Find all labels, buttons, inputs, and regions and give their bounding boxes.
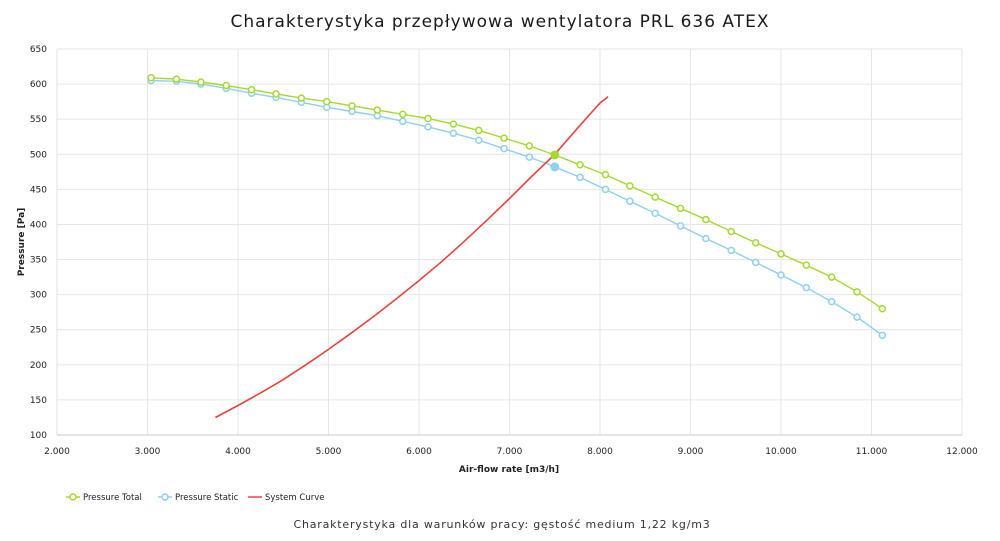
pressure-total-point[interactable] [172, 75, 181, 83]
pressure-total-point[interactable] [247, 85, 256, 94]
pressure-static-point[interactable] [424, 123, 432, 131]
pressure-total-point[interactable] [348, 102, 356, 110]
pressure-total-point[interactable] [449, 120, 458, 128]
x-tick-label: 12.000 [946, 447, 978, 457]
pressure-total-point[interactable] [525, 142, 534, 150]
x-axis-label: Air-flow rate [m3/h] [459, 465, 559, 475]
legend-item-pressure-static[interactable]: Pressure Static [158, 493, 239, 503]
legend-label: System Curve [265, 493, 324, 503]
pressure-static-point[interactable] [601, 185, 610, 194]
x-tick-label: 8.000 [587, 447, 613, 457]
pressure-total-point[interactable] [398, 110, 407, 119]
pressure-total-point[interactable] [576, 161, 584, 169]
x-tick-label: 11.000 [856, 447, 888, 457]
chart-subtitle: Charakterystyka dla warunków pracy: gęst… [293, 518, 710, 531]
x-tick-label: 6.000 [406, 447, 432, 457]
pressure-total-point[interactable] [702, 215, 710, 224]
operating-point[interactable] [550, 162, 560, 172]
y-tick-label: 500 [30, 150, 47, 160]
x-tick-label: 9.000 [678, 447, 704, 457]
y-tick-label: 200 [30, 361, 47, 371]
pressure-total-point[interactable] [853, 288, 861, 296]
legend-marker [161, 493, 169, 501]
pressure-static-point[interactable] [827, 297, 836, 306]
pressure-static-point[interactable] [626, 197, 634, 206]
pressure-static-point[interactable] [449, 129, 458, 137]
pressure-static-point[interactable] [777, 271, 785, 279]
pressure-total-point[interactable] [651, 193, 659, 201]
y-tick-label: 400 [30, 220, 47, 230]
x-tick-label: 4.000 [225, 447, 251, 457]
pressure-total-point[interactable] [626, 182, 634, 190]
legend-label: Pressure Total [83, 493, 142, 503]
x-tick-label: 2.000 [44, 447, 70, 457]
x-tick-label: 10.000 [765, 447, 797, 457]
system-curve-line [215, 96, 609, 419]
pressure-total-point[interactable] [272, 90, 280, 98]
legend: Pressure Total Pressure Static System Curv… [66, 493, 324, 503]
y-tick-label: 650 [30, 45, 47, 55]
pressure-total-point[interactable] [500, 134, 508, 142]
pressure-total-point[interactable] [373, 106, 382, 114]
pressure-total-point[interactable] [197, 78, 205, 86]
pressure-static-line [151, 79, 883, 336]
pressure-static-point[interactable] [727, 246, 735, 255]
pressure-total-point[interactable] [147, 74, 155, 82]
legend-marker [69, 493, 77, 501]
pressure-total-point[interactable] [676, 204, 685, 213]
y-tick-label: 550 [30, 115, 47, 125]
y-tick-label: 450 [30, 185, 47, 195]
y-tick-label: 350 [30, 256, 47, 266]
x-tick-label: 7.000 [497, 447, 523, 457]
pressure-total-line [151, 77, 883, 310]
pressure-static-point[interactable] [878, 331, 887, 340]
pressure-static-point[interactable] [676, 222, 685, 230]
y-tick-label: 600 [30, 80, 47, 90]
pressure-static-point[interactable] [802, 283, 811, 292]
pressure-total-point[interactable] [297, 94, 306, 102]
pressure-total-point[interactable] [802, 261, 811, 269]
axes: 2.000 3.000 4.000 5.000 6.000 7.000 8.000 9.000… [30, 45, 978, 457]
pressure-static-point[interactable] [702, 234, 710, 243]
chart-title: Charakterystyka przepływowa wentylatora … [230, 12, 769, 32]
pressure-static-point[interactable] [751, 258, 760, 267]
x-tick-label: 3.000 [135, 447, 161, 457]
pressure-total-point[interactable] [424, 114, 432, 123]
pressure-total-point[interactable] [827, 273, 836, 281]
pressure-static-point[interactable] [474, 136, 483, 144]
plot-area [147, 74, 887, 419]
legend-item-system-curve[interactable]: System Curve [248, 493, 324, 503]
y-axis-label: Pressure [Pa] [17, 208, 27, 277]
pressure-static-point[interactable] [500, 144, 508, 153]
pressure-static-point[interactable] [651, 209, 659, 217]
y-tick-label: 150 [30, 396, 47, 406]
y-tick-label: 250 [30, 326, 47, 336]
pressure-total-point[interactable] [878, 304, 887, 313]
pressure-total-point[interactable] [601, 170, 610, 179]
pressure-total-point[interactable] [751, 238, 760, 247]
legend-label: Pressure Static [175, 493, 239, 503]
pressure-total-point[interactable] [727, 227, 735, 236]
pressure-total-point[interactable] [777, 250, 785, 258]
pressure-static-point[interactable] [853, 313, 861, 321]
x-tick-label: 5.000 [316, 447, 342, 457]
pressure-static-point[interactable] [525, 153, 534, 161]
legend-item-pressure-total[interactable]: Pressure Total [66, 493, 142, 503]
pressure-static-point[interactable] [576, 173, 584, 182]
y-tick-label: 100 [30, 431, 47, 441]
operating-point[interactable] [550, 150, 560, 160]
pressure-total-point[interactable] [222, 81, 230, 90]
pressure-total-point[interactable] [474, 126, 483, 135]
grid [56, 48, 963, 436]
y-tick-label: 300 [30, 291, 47, 301]
pressure-total-point[interactable] [322, 97, 331, 106]
pressure-static-point[interactable] [398, 117, 407, 126]
